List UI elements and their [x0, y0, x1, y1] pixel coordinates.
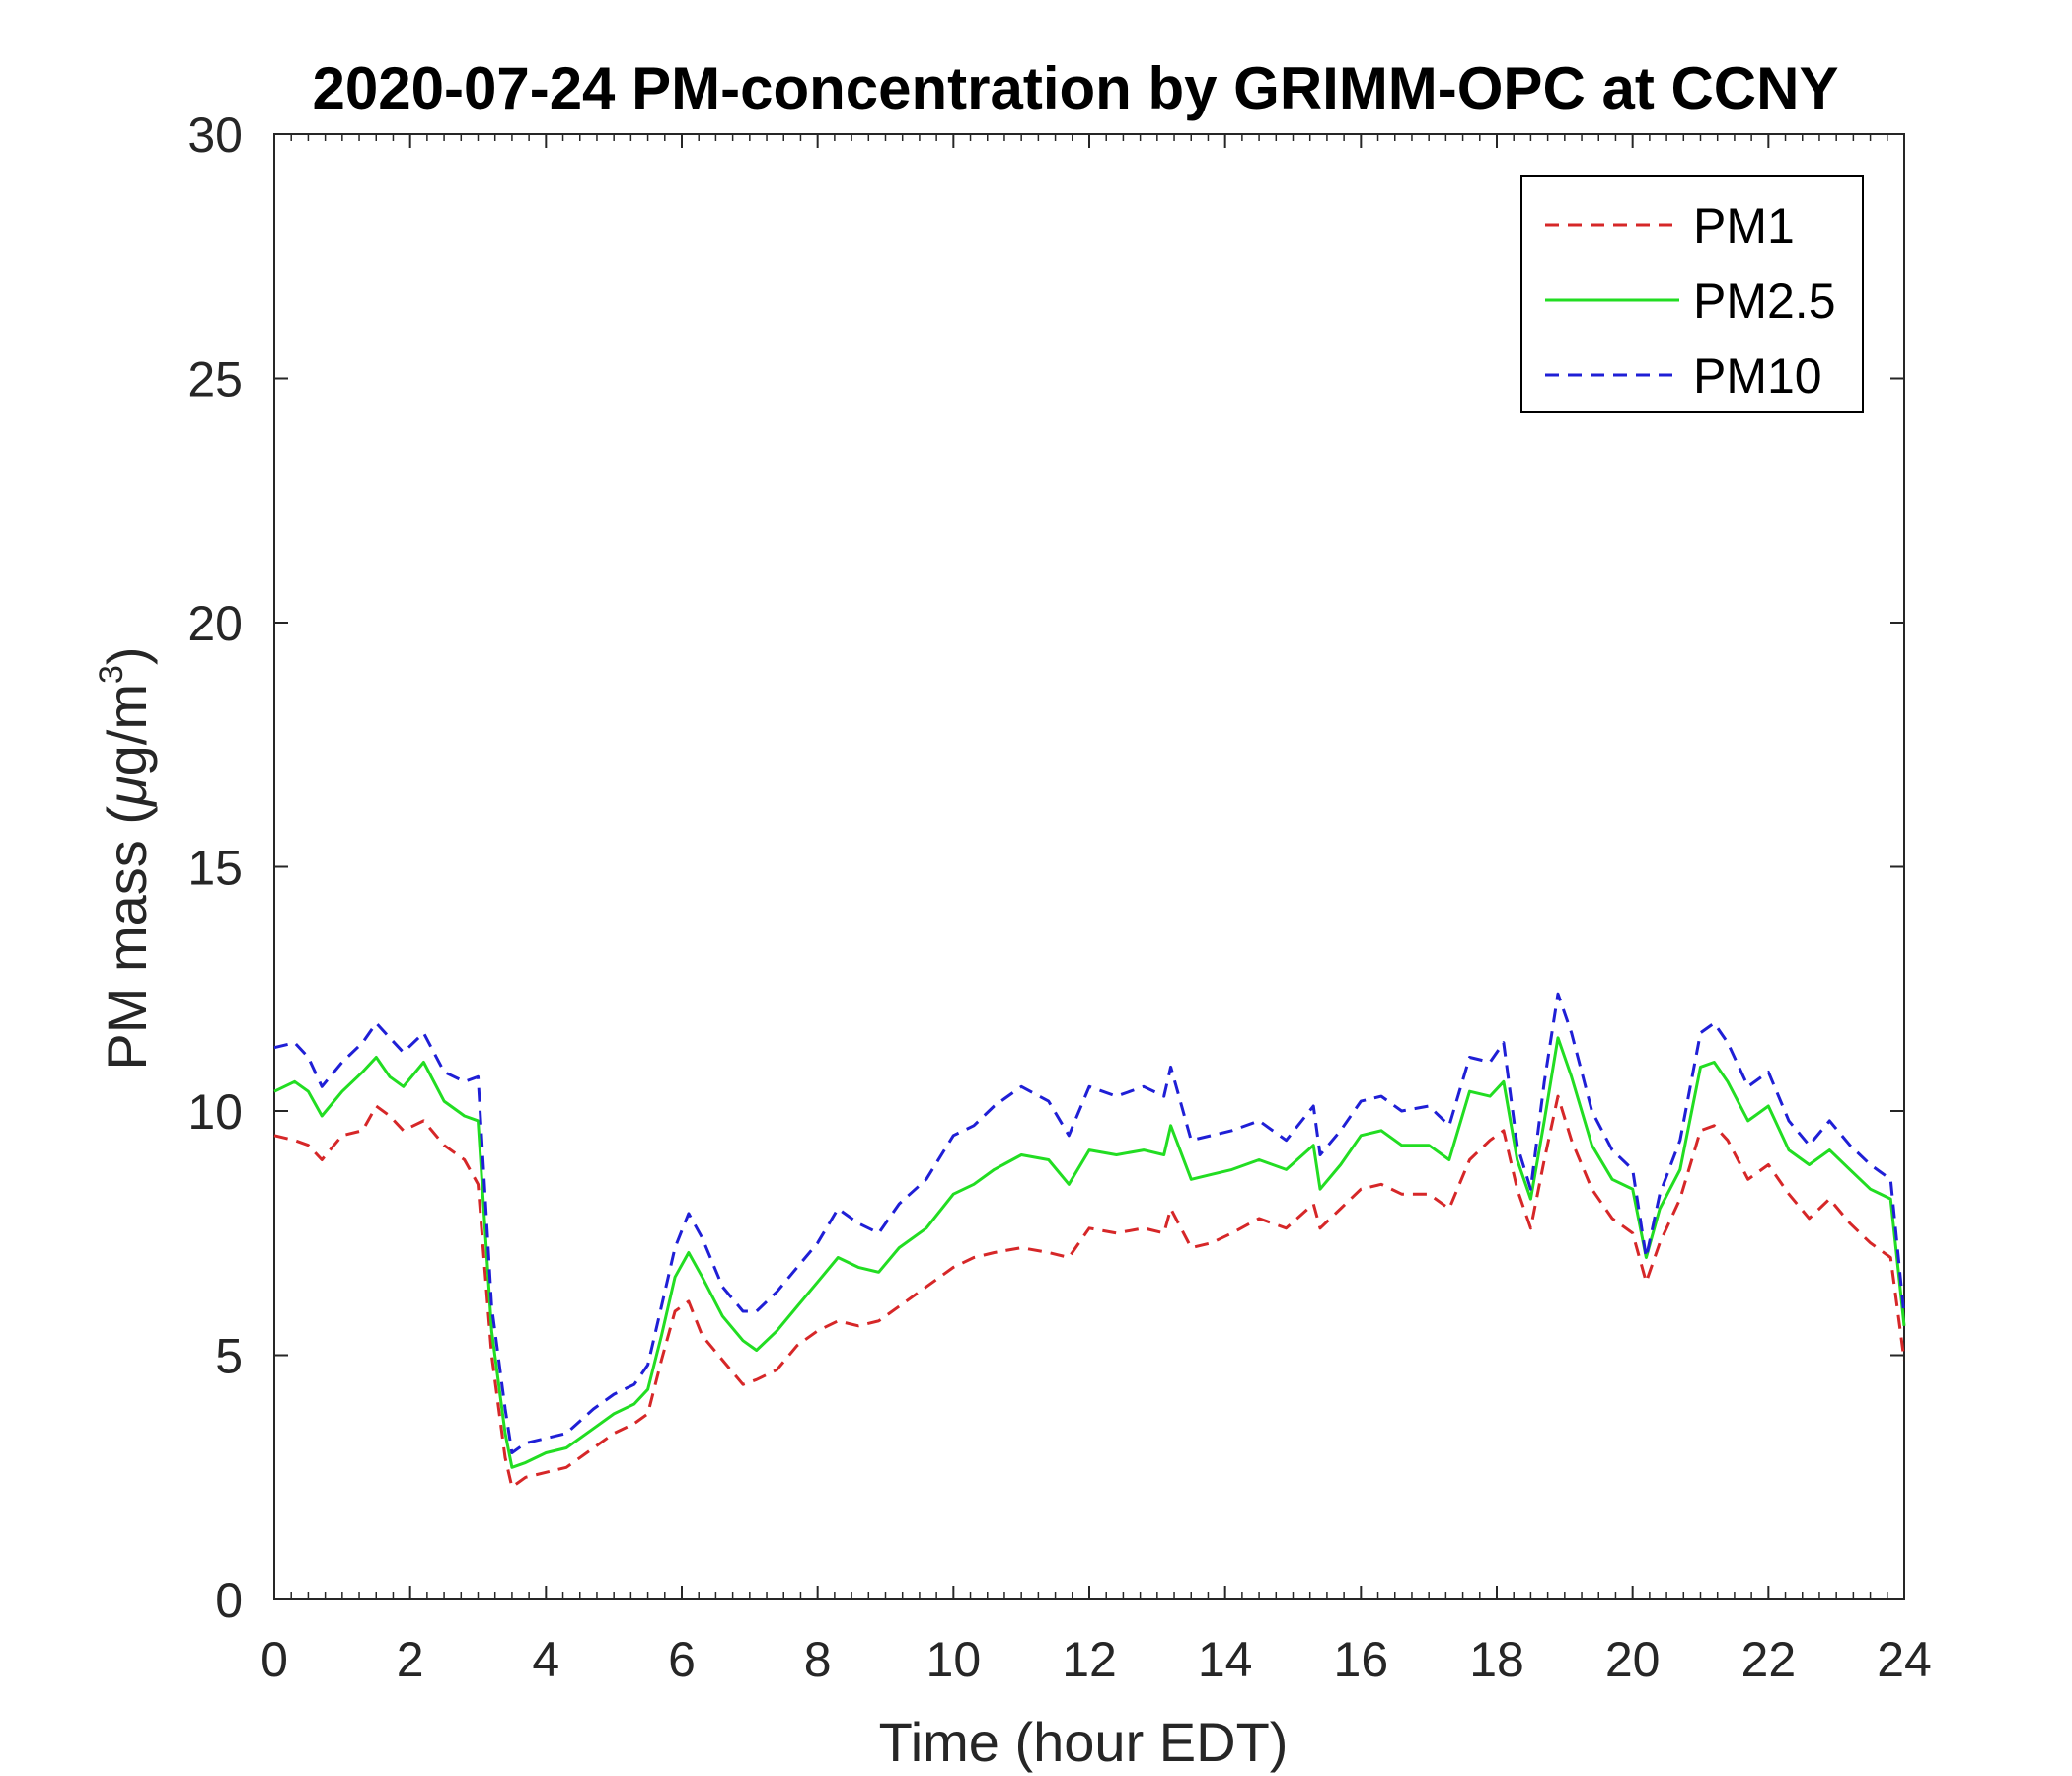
series-line-pm1 — [273, 1094, 1906, 1489]
y-axis-label-suffix: ) — [96, 646, 158, 665]
series-line-pm10 — [273, 992, 1906, 1454]
x-tick-label: 0 — [260, 1632, 288, 1687]
legend: PM1 PM2.5 PM10 — [1520, 175, 1864, 413]
x-tick-label: 8 — [804, 1632, 832, 1687]
x-tick-label: 16 — [1334, 1632, 1389, 1687]
x-tick-label: 2 — [397, 1632, 424, 1687]
y-tick-label: 30 — [187, 108, 243, 163]
y-tick-label: 5 — [215, 1329, 243, 1384]
x-tick-label: 18 — [1469, 1632, 1524, 1687]
plot-area — [273, 133, 1906, 1600]
y-tick-label: 25 — [187, 352, 243, 407]
x-axis-label: Time (hour EDT) — [879, 1711, 1289, 1773]
x-tick-label: 22 — [1741, 1632, 1797, 1687]
x-tick-label: 10 — [926, 1632, 982, 1687]
legend-label-pm2-5: PM2.5 — [1693, 273, 1836, 329]
legend-box — [1520, 175, 1864, 413]
x-tick-label: 6 — [668, 1632, 696, 1687]
x-tick-label: 4 — [532, 1632, 559, 1687]
axis-ticks — [273, 133, 1905, 1600]
y-axis-label-prefix: PM mass ( — [96, 806, 158, 1071]
x-tick-label: 20 — [1605, 1632, 1661, 1687]
legend-label-pm1: PM1 — [1693, 198, 1795, 254]
series-lines — [273, 992, 1906, 1489]
y-tick-label: 20 — [187, 596, 243, 651]
legend-label-pm10: PM10 — [1693, 348, 1822, 404]
x-tick-label: 14 — [1198, 1632, 1253, 1687]
series-line-pm2-5 — [273, 1036, 1906, 1469]
y-tick-label: 10 — [187, 1084, 243, 1140]
y-axis-label: PM mass (μg/m3) — [93, 646, 158, 1070]
y-axis-label-superscript: 3 — [93, 665, 130, 684]
svg-text:PM mass (μg/m3): PM mass (μg/m3) — [93, 646, 158, 1070]
y-axis-label-unit: g/m — [96, 684, 158, 776]
chart-title: 2020-07-24 PM-concentration by GRIMM-OPC… — [313, 55, 1839, 121]
y-tick-label: 15 — [187, 841, 243, 896]
y-tick-label: 0 — [215, 1573, 243, 1628]
y-axis-label-mu: μ — [96, 776, 158, 808]
x-tick-label: 12 — [1062, 1632, 1117, 1687]
x-tick-label: 24 — [1877, 1632, 1932, 1687]
